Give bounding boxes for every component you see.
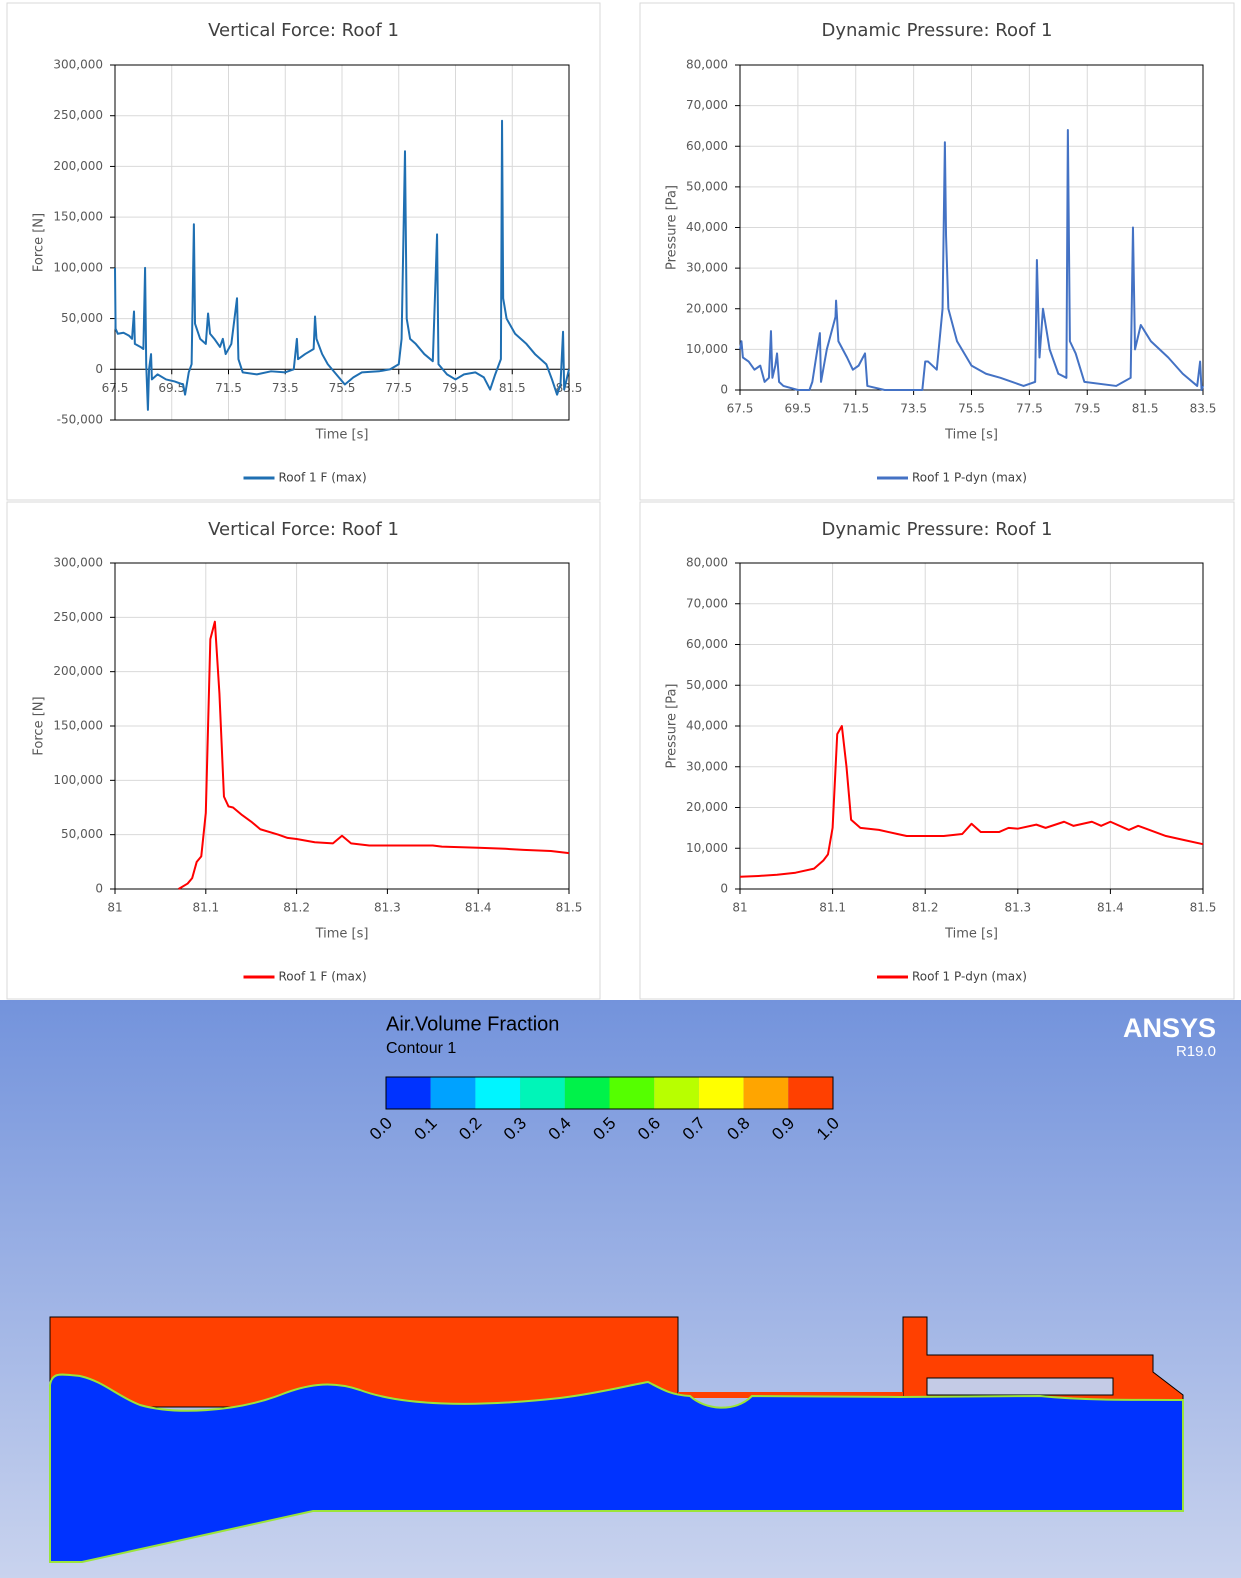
y-tick-label: 300,000 [53,58,103,72]
y-tick-label: 60,000 [686,637,728,651]
gap [927,1378,1113,1395]
contour-title: Air.Volume Fraction [386,1013,559,1035]
x-tick-label: 81 [732,901,747,915]
x-tick-label: 69.5 [785,402,812,416]
x-tick-label: 81.2 [912,901,939,915]
y-tick-label: 80,000 [686,58,728,72]
x-tick-label: 81.3 [1004,901,1031,915]
color-cell [654,1077,699,1109]
chart-title: Dynamic Pressure: Roof 1 [822,20,1053,41]
chart-title: Vertical Force: Roof 1 [208,519,399,540]
y-tick-label: 0 [95,362,103,376]
x-tick-label: 81.4 [465,901,492,915]
panel [640,502,1234,999]
y-axis-label: Pressure [Pa] [665,185,680,270]
x-tick-label: 81 [107,901,122,915]
x-tick-label: 77.5 [385,381,412,395]
color-cell [386,1077,431,1109]
color-cell [431,1077,476,1109]
brand: ANSYS [1123,1013,1216,1043]
y-tick-label: 60,000 [686,139,728,153]
y-tick-label: 70,000 [686,596,728,610]
color-cell [475,1077,520,1109]
x-tick-label: 81.5 [1190,901,1217,915]
legend-label: Roof 1 P-dyn (max) [912,970,1027,984]
y-tick-label: 150,000 [53,719,103,733]
x-axis-label: Time [s] [944,927,998,942]
x-tick-label: 79.5 [1074,402,1101,416]
x-axis-label: Time [s] [944,428,998,443]
legend-label: Roof 1 F (max) [279,970,367,984]
page: {"chart_data": [ {"type": "line", "title… [0,0,1241,1578]
figure: Air.Volume Fraction Contour 1 ANSYS R19.… [0,0,1241,1578]
y-tick-label: 30,000 [686,759,728,773]
y-tick-label: 20,000 [686,800,728,814]
x-axis-label: Time [s] [315,428,369,443]
y-tick-label: 80,000 [686,556,728,570]
x-tick-label: 77.5 [1016,402,1043,416]
y-tick-label: 50,000 [686,179,728,193]
y-tick-label: 200,000 [53,159,103,173]
y-tick-label: 70,000 [686,98,728,112]
y-tick-label: 250,000 [53,610,103,624]
y-axis-label: Force [N] [32,696,47,755]
x-tick-label: 75.5 [329,381,356,395]
color-cell [565,1077,610,1109]
x-tick-label: 67.5 [727,402,754,416]
x-tick-label: 75.5 [958,402,985,416]
y-tick-label: 250,000 [53,108,103,122]
y-tick-label: 300,000 [53,556,103,570]
x-tick-label: 81.1 [819,901,846,915]
color-cell [699,1077,744,1109]
y-axis-label: Pressure [Pa] [665,683,680,768]
y-tick-label: 10,000 [686,841,728,855]
y-tick-label: 0 [720,882,728,896]
y-tick-label: 50,000 [61,311,103,325]
y-tick-label: 0 [95,882,103,896]
color-cell [744,1077,789,1109]
color-cell [610,1077,655,1109]
panel [7,502,600,999]
y-tick-label: 50,000 [61,827,103,841]
x-tick-label: 81.5 [1132,402,1159,416]
x-tick-label: 81.5 [556,901,583,915]
x-tick-label: 81.1 [192,901,219,915]
x-tick-label: 73.5 [900,402,927,416]
y-tick-label: 50,000 [686,678,728,692]
y-tick-label: 40,000 [686,220,728,234]
chart-title: Vertical Force: Roof 1 [208,20,399,41]
x-axis-label: Time [s] [315,927,369,942]
y-tick-label: 40,000 [686,719,728,733]
x-tick-label: 81.3 [374,901,401,915]
contour-view: Air.Volume Fraction Contour 1 ANSYS R19.… [0,1000,1241,1578]
contour-subtitle: Contour 1 [386,1040,456,1057]
color-cell [788,1077,833,1109]
x-tick-label: 73.5 [272,381,299,395]
legend-label: Roof 1 F (max) [279,471,367,485]
y-tick-label: 100,000 [53,773,103,787]
x-tick-label: 79.5 [442,381,469,395]
y-tick-label: 30,000 [686,261,728,275]
chart-title: Dynamic Pressure: Roof 1 [822,519,1053,540]
color-cell [520,1077,565,1109]
y-axis-label: Force [N] [32,213,47,272]
x-tick-label: 83.5 [1190,402,1217,416]
legend-label: Roof 1 P-dyn (max) [912,471,1027,485]
y-tick-label: 10,000 [686,342,728,356]
x-tick-label: 71.5 [842,402,869,416]
x-tick-label: 81.4 [1097,901,1124,915]
y-tick-label: 200,000 [53,664,103,678]
x-tick-label: 71.5 [215,381,242,395]
y-tick-label: 20,000 [686,301,728,315]
x-tick-label: 81.5 [499,381,526,395]
x-tick-label: 81.2 [283,901,310,915]
y-tick-label: 150,000 [53,210,103,224]
y-tick-label: 100,000 [53,260,103,274]
version: R19.0 [1176,1043,1216,1060]
y-tick-label: -50,000 [57,413,103,427]
y-tick-label: 0 [720,383,728,397]
